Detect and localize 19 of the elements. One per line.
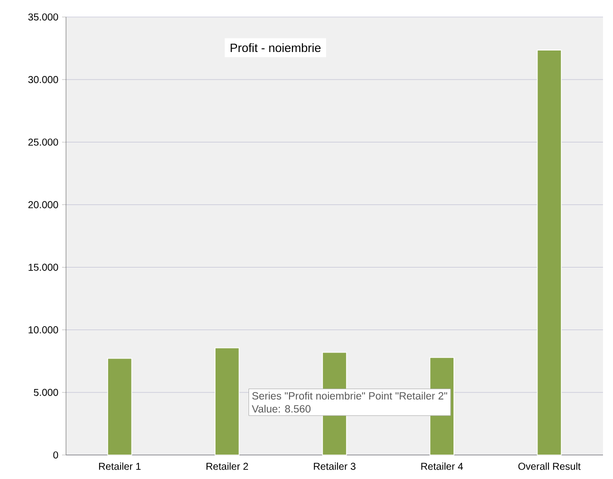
y-tick-label: 15.000	[28, 264, 58, 271]
y-tick-label: 25.000	[28, 138, 58, 146]
annotation: Series "Profit noiembrie" Point "Retailer 2"	[252, 392, 448, 400]
x-tick-label: Retailer 1	[99, 462, 141, 470]
bar	[214, 347, 240, 456]
bar	[536, 50, 562, 456]
x-tick-label: Retailer 3	[314, 462, 356, 470]
y-tick-label: 35.000	[28, 13, 58, 21]
x-tick-label: Overall Result	[518, 462, 581, 470]
y-tick-label: 10.000	[28, 326, 58, 334]
y-tick-label: 5.000	[34, 388, 58, 396]
y-tick-label: 0	[53, 451, 58, 459]
x-tick-label: Retailer 4	[421, 462, 463, 470]
y-tick-label: 20.000	[28, 201, 58, 208]
bar	[107, 358, 132, 456]
y-tick-label: 30.000	[28, 76, 58, 84]
annotation: Value: 8.560	[252, 404, 311, 413]
x-tick-label: Retailer 2	[206, 462, 248, 470]
text: Profit - noiembrie	[230, 43, 321, 52]
